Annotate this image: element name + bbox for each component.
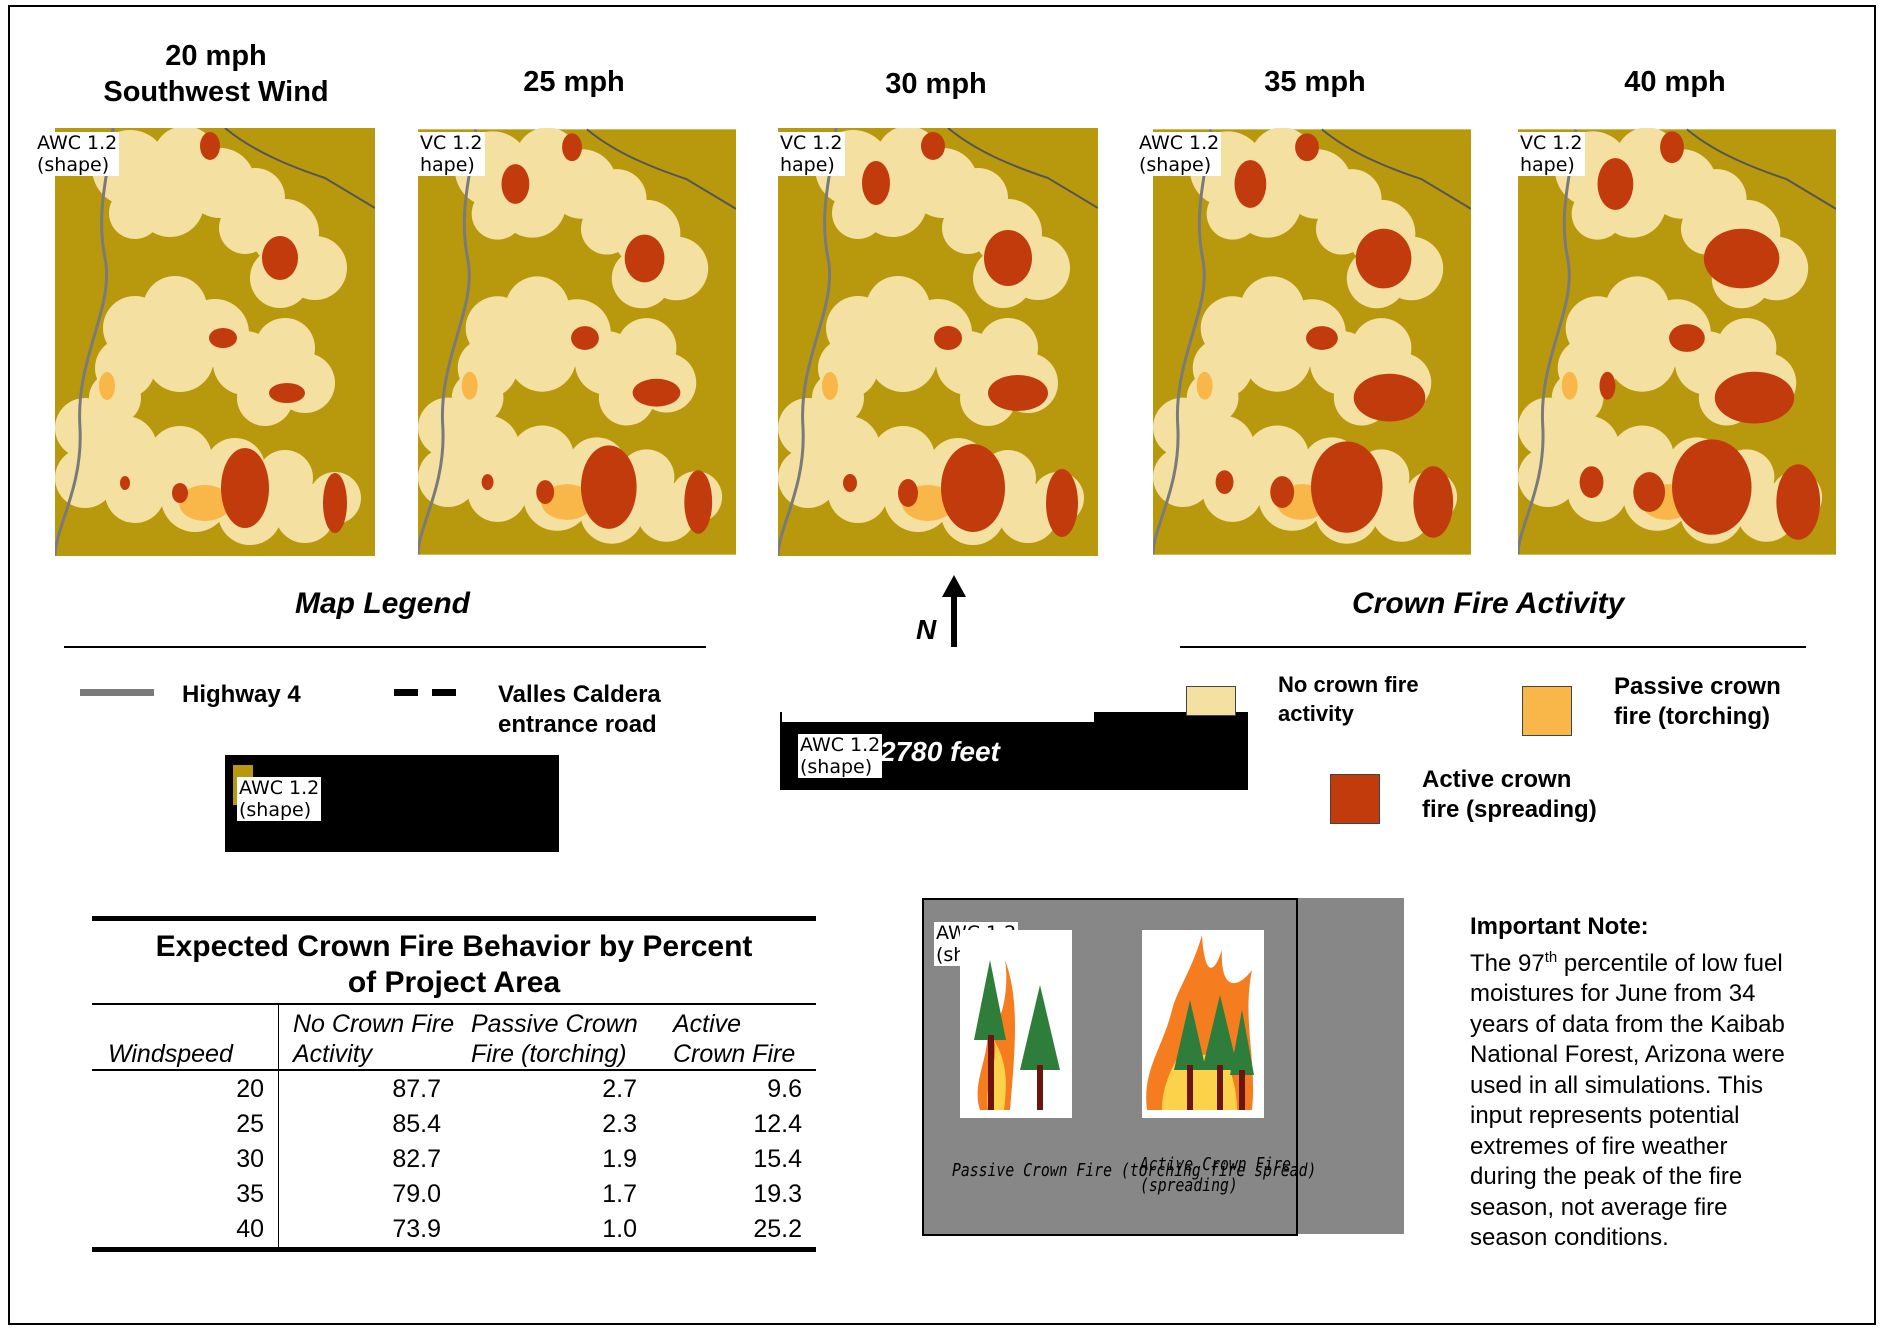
table-cell: 1.9 (467, 1142, 667, 1177)
active-caption: Active Crown Fire (spreading) (1140, 1154, 1356, 1196)
table-cell: 82.7 (279, 1142, 468, 1177)
table-row: 25 85.4 2.3 12.4 (92, 1107, 816, 1142)
important-note: Important Note: The 97th percentile of l… (1470, 912, 1850, 1254)
note-line: moistures for June from 34 (1470, 979, 1850, 1010)
note-line: season conditions. (1470, 1223, 1850, 1254)
map-title-40mph: 40 mph (1515, 64, 1835, 100)
note-line: season, not average fire (1470, 1193, 1850, 1224)
table-header-no-crown: No Crown Fire Activity (279, 1004, 468, 1070)
table-cell: 20 (92, 1070, 279, 1107)
crown-fire-activity-title: Crown Fire Activity (1352, 587, 1624, 621)
crown-fire-table: Expected Crown Fire Behavior by Percent … (92, 916, 816, 1252)
fire-map-20mph: AWC 1.2 (shape) (55, 128, 375, 556)
fire-map-25mph: VC 1.2 hape) (418, 128, 736, 556)
map-title-20mph: 20 mph Southwest Wind (56, 38, 376, 110)
scale-bar: AWC 1.2 (shape) 2780 feet (780, 712, 1248, 790)
table-cell: 79.0 (279, 1177, 468, 1212)
map-awc-label: VC 1.2 hape) (1518, 132, 1585, 176)
table-row: 35 79.0 1.7 19.3 (92, 1177, 816, 1212)
crown-fire-illustration: AWC 1.2(shape) Passive Crown Fire (torch… (922, 898, 1404, 1234)
note-line: extremes of fire weather (1470, 1132, 1850, 1163)
fire-map-40mph: VC 1.2 hape) (1518, 128, 1836, 556)
no-crown-swatch (1186, 686, 1236, 716)
map-awc-label: AWC 1.2 (shape) (1137, 132, 1221, 176)
note-line: during the peak of the fire (1470, 1162, 1850, 1193)
note-line: input represents potential (1470, 1101, 1850, 1132)
table-cell: 25.2 (667, 1212, 816, 1247)
table-cell: 2.7 (467, 1070, 667, 1107)
legend-awc-label: AWC 1.2 (shape) (237, 777, 321, 821)
table-cell: 9.6 (667, 1070, 816, 1107)
passive-label: Passive crown fire (torching) (1614, 672, 1781, 732)
table-cell: 1.7 (467, 1177, 667, 1212)
table-cell: 35 (92, 1177, 279, 1212)
table-cell: 40 (92, 1212, 279, 1247)
note-line: used in all simulations. This (1470, 1071, 1850, 1102)
map-title-25mph: 25 mph (414, 64, 734, 100)
table-cell: 85.4 (279, 1107, 468, 1142)
entrance-road-label: Valles Caldera entrance road (498, 680, 661, 740)
note-line: The 97th percentile of low fuel (1470, 943, 1850, 980)
map-legend-divider (64, 646, 706, 648)
scale-distance-label: 2780 feet (880, 736, 1000, 768)
table-row: 30 82.7 1.9 15.4 (92, 1142, 816, 1177)
note-title: Important Note: (1470, 912, 1850, 943)
highway-line-symbol (80, 689, 154, 696)
map-title-30mph: 30 mph (776, 66, 1096, 102)
table-cell: 1.0 (467, 1212, 667, 1247)
map-awc-label: VC 1.2 hape) (418, 132, 485, 176)
crown-legend-divider (1180, 646, 1806, 648)
entrance-road-dash-2 (432, 689, 456, 696)
active-crown-fire-image (1142, 930, 1264, 1118)
table-cell: 15.4 (667, 1142, 816, 1177)
active-label: Active crown fire (spreading) (1422, 765, 1597, 825)
active-swatch (1330, 774, 1380, 824)
map-legend-title: Map Legend (295, 587, 470, 621)
fire-map-35mph: AWC 1.2 (shape) (1153, 128, 1471, 556)
no-crown-label: No crown fire activity (1278, 670, 1419, 728)
table-cell: 19.3 (667, 1177, 816, 1212)
table-cell: 73.9 (279, 1212, 468, 1247)
passive-swatch (1522, 686, 1572, 736)
table-row: 40 73.9 1.0 25.2 (92, 1212, 816, 1247)
table-cell: 25 (92, 1107, 279, 1142)
map-title-35mph: 35 mph (1155, 64, 1475, 100)
note-line: years of data from the Kaibab (1470, 1010, 1850, 1041)
note-line: National Forest, Arizona were (1470, 1040, 1850, 1071)
legend-black-box: AWC 1.2 (shape) (225, 755, 559, 852)
entrance-road-dash-1 (394, 689, 418, 696)
scale-awc-label: AWC 1.2 (shape) (798, 734, 882, 778)
table-cell: 2.3 (467, 1107, 667, 1142)
north-label: N (916, 614, 936, 646)
table-header-passive: Passive Crown Fire (torching) (467, 1004, 667, 1070)
table-row: 20 87.7 2.7 9.6 (92, 1070, 816, 1107)
table-header-active: Active Crown Fire (667, 1004, 816, 1070)
table-title: Expected Crown Fire Behavior by Percent … (92, 921, 816, 1003)
table-header-windspeed: Windspeed (92, 1004, 279, 1070)
fire-map-30mph: VC 1.2 hape) (778, 128, 1098, 556)
map-awc-label: VC 1.2 hape) (778, 132, 845, 176)
table-cell: 30 (92, 1142, 279, 1177)
table-cell: 12.4 (667, 1107, 816, 1142)
north-arrow (942, 575, 966, 647)
highway-label: Highway 4 (182, 680, 301, 710)
passive-crown-fire-image (960, 930, 1072, 1118)
table-cell: 87.7 (279, 1070, 468, 1107)
map-awc-label: AWC 1.2 (shape) (35, 132, 119, 176)
